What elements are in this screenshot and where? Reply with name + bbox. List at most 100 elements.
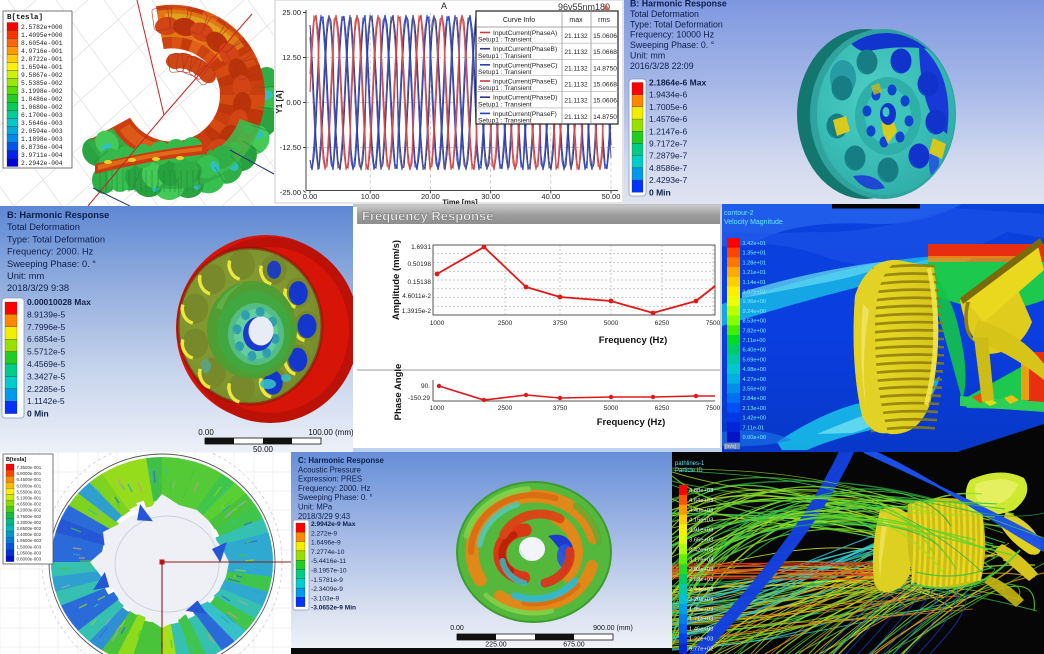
svg-text:5.5500e-001: 5.5500e-001 (17, 489, 42, 494)
svg-text:21.1132: 21.1132 (564, 98, 588, 105)
svg-text:96v55nm180: 96v55nm180 (558, 2, 610, 12)
svg-text:-3.0652e-9 Min: -3.0652e-9 Min (311, 605, 356, 612)
svg-text:4.27e+00: 4.27e+00 (743, 377, 767, 383)
svg-text:Total Deformation: Total Deformation (630, 9, 699, 19)
svg-text:contour-2: contour-2 (724, 210, 754, 217)
svg-text:1.22e+03: 1.22e+03 (689, 637, 713, 643)
svg-text:21.1132: 21.1132 (564, 33, 588, 40)
svg-text:-25.00: -25.00 (280, 188, 301, 197)
svg-text:900.00 (mm): 900.00 (mm) (593, 625, 633, 632)
svg-text:7.82e+00: 7.82e+00 (743, 328, 767, 334)
svg-text:6.0000e-001: 6.0000e-001 (17, 483, 42, 488)
svg-text:InputCurrent(PhaseC): InputCurrent(PhaseC) (493, 62, 558, 69)
svg-text:Setup1 : Transient: Setup1 : Transient (478, 37, 532, 44)
svg-text:50.00: 50.00 (602, 192, 621, 201)
svg-text:1.4095e+000: 1.4095e+000 (21, 32, 63, 39)
svg-text:-2.3409e-9: -2.3409e-9 (311, 586, 343, 593)
svg-text:2.8722e-001: 2.8722e-001 (21, 56, 63, 63)
svg-text:Frequency: 10000 Hz: Frequency: 10000 Hz (630, 30, 714, 40)
svg-text:7.2774e-10: 7.2774e-10 (311, 549, 345, 556)
svg-text:21.1132: 21.1132 (564, 49, 588, 56)
svg-text:1.6931: 1.6931 (411, 244, 431, 251)
svg-text:5.5385e-002: 5.5385e-002 (21, 80, 63, 87)
svg-text:Sweeping Phase: 0. °: Sweeping Phase: 0. ° (630, 40, 714, 50)
svg-text:4.40e+03: 4.40e+03 (689, 508, 713, 514)
svg-text:1.1898e-003: 1.1898e-003 (21, 136, 63, 143)
svg-text:Setup1 : Transient: Setup1 : Transient (478, 101, 532, 108)
svg-text:1.95e+03: 1.95e+03 (689, 607, 713, 613)
svg-text:2500: 2500 (498, 320, 513, 327)
svg-text:6250: 6250 (655, 405, 670, 412)
svg-text:7.3500e-001: 7.3500e-001 (17, 465, 42, 470)
svg-text:0 Min: 0 Min (27, 409, 49, 419)
svg-text:100.00 (mm): 100.00 (mm) (308, 428, 353, 437)
svg-text:2.4293e-7: 2.4293e-7 (649, 175, 688, 185)
svg-text:7500: 7500 (706, 405, 721, 412)
svg-text:1.1142e-5: 1.1142e-5 (27, 396, 65, 406)
svg-text:Frequency (Hz): Frequency (Hz) (599, 335, 668, 346)
svg-text:6250: 6250 (655, 320, 670, 327)
svg-text:Velocity Magnitude: Velocity Magnitude (724, 219, 783, 226)
svg-text:Expression: PRES: Expression: PRES (298, 475, 362, 484)
svg-text:675.00: 675.00 (563, 642, 585, 649)
svg-text:1.4576e-6: 1.4576e-6 (649, 114, 688, 124)
svg-text:1.42e+01: 1.42e+01 (743, 241, 767, 247)
svg-text:5.5712e-5: 5.5712e-5 (27, 347, 66, 357)
svg-text:4.98e+00: 4.98e+00 (743, 367, 767, 373)
svg-text:1.5000e-003: 1.5000e-003 (17, 544, 42, 549)
svg-text:Unit: MPa: Unit: MPa (298, 503, 333, 512)
svg-text:4.8586e-7: 4.8586e-7 (649, 163, 688, 173)
svg-text:Sweeping Phase: 0. °: Sweeping Phase: 0. ° (7, 259, 96, 269)
svg-text:1.0680e-002: 1.0680e-002 (21, 104, 63, 111)
svg-text:pathlines-1: pathlines-1 (675, 461, 705, 467)
svg-text:6.8736e-004: 6.8736e-004 (21, 144, 63, 151)
svg-text:max: max (569, 17, 583, 24)
svg-text:0 Min: 0 Min (649, 187, 671, 197)
svg-text:0.00: 0.00 (198, 428, 214, 437)
svg-text:15.0668: 15.0668 (593, 49, 617, 56)
svg-text:2.5782e+000: 2.5782e+000 (21, 24, 63, 31)
svg-text:InputCurrent(PhaseE): InputCurrent(PhaseE) (493, 79, 557, 86)
svg-text:9.77e+02: 9.77e+02 (689, 646, 713, 652)
svg-text:4.6011e-2: 4.6011e-2 (402, 293, 431, 300)
svg-text:1.6496e-9: 1.6496e-9 (311, 540, 341, 547)
svg-text:3.56e+00: 3.56e+00 (743, 387, 767, 393)
svg-text:Setup1 : Transient: Setup1 : Transient (478, 69, 532, 76)
svg-text:6.9000e-001: 6.9000e-001 (17, 471, 42, 476)
svg-text:9.96e+00: 9.96e+00 (743, 299, 767, 305)
svg-text:Unit: mm: Unit: mm (7, 271, 44, 281)
svg-text:2.0594e-003: 2.0594e-003 (21, 128, 63, 135)
svg-text:3.5646e-003: 3.5646e-003 (21, 120, 63, 127)
svg-text:15.0606: 15.0606 (593, 33, 617, 40)
svg-text:1.35e+01: 1.35e+01 (743, 251, 767, 257)
svg-text:Time [ms]: Time [ms] (442, 198, 478, 207)
svg-text:3.3000e-002: 3.3000e-002 (17, 520, 42, 525)
svg-text:Setup1 : Transient: Setup1 : Transient (478, 85, 532, 92)
svg-text:1.14e+01: 1.14e+01 (743, 280, 767, 286)
svg-text:4.2000e-002: 4.2000e-002 (17, 508, 42, 513)
svg-text:Frequency: 2000. Hz: Frequency: 2000. Hz (298, 484, 370, 493)
svg-text:-150.29: -150.29 (408, 395, 430, 402)
svg-text:-5.4416e-11: -5.4416e-11 (311, 558, 346, 565)
svg-text:0.6000e-003: 0.6000e-003 (17, 557, 42, 562)
svg-text:1.46e+03: 1.46e+03 (689, 627, 713, 633)
svg-text:5000: 5000 (604, 405, 619, 412)
svg-text:8.53e+00: 8.53e+00 (743, 319, 767, 325)
svg-text:4.64e+03: 4.64e+03 (689, 498, 713, 504)
svg-text:8.9139e-5: 8.9139e-5 (27, 309, 66, 319)
svg-text:4.88e+03: 4.88e+03 (689, 488, 713, 494)
svg-text:9.7172e-7: 9.7172e-7 (649, 139, 688, 149)
svg-text:3.42e+03: 3.42e+03 (689, 547, 713, 553)
svg-text:-3.103e-9: -3.103e-9 (311, 595, 340, 602)
svg-text:6.40e+00: 6.40e+00 (743, 348, 767, 354)
svg-text:2.93e+03: 2.93e+03 (689, 567, 713, 573)
svg-text:3.91e+03: 3.91e+03 (689, 528, 713, 534)
svg-text:40.00: 40.00 (541, 192, 560, 201)
svg-text:Type: Total Deformation: Type: Total Deformation (7, 234, 105, 244)
svg-text:2.69e+03: 2.69e+03 (689, 577, 713, 583)
svg-text:A: A (441, 1, 447, 11)
svg-text:1000: 1000 (430, 405, 445, 412)
svg-text:6.6854e-5: 6.6854e-5 (27, 334, 66, 344)
svg-text:InputCurrent(PhaseD): InputCurrent(PhaseD) (493, 95, 558, 102)
svg-text:30.00: 30.00 (481, 192, 500, 201)
